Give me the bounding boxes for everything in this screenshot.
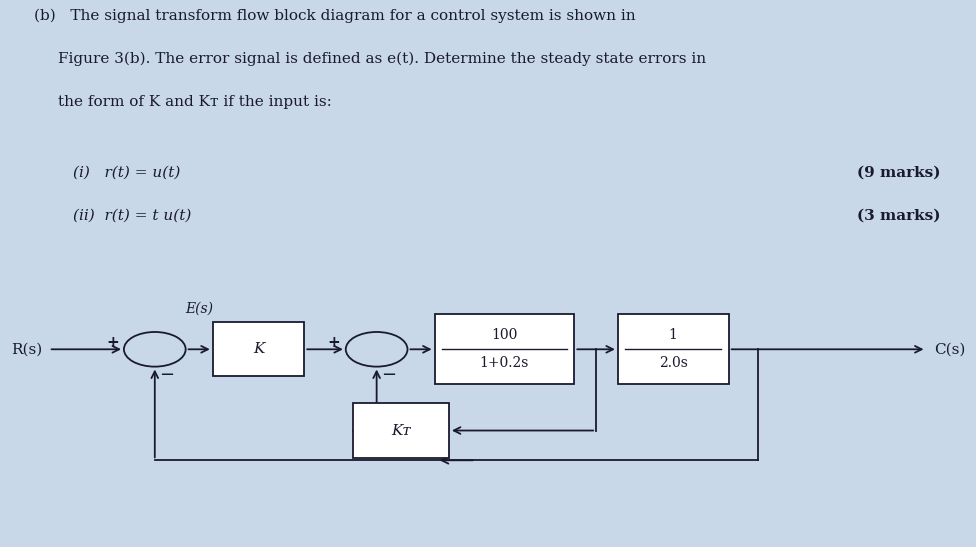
Text: 100: 100 — [491, 328, 517, 342]
Text: Figure 3(b). The error signal is defined as e(t). Determine the steady state err: Figure 3(b). The error signal is defined… — [59, 51, 707, 66]
Text: −: − — [381, 366, 396, 384]
Bar — [352, 404, 449, 458]
Bar — [434, 314, 574, 385]
Text: 1: 1 — [669, 328, 677, 342]
Text: −: − — [159, 366, 174, 384]
Text: (9 marks): (9 marks) — [857, 165, 941, 179]
Text: 2.0s: 2.0s — [659, 357, 688, 370]
Text: the form of K and Kᴛ if the input is:: the form of K and Kᴛ if the input is: — [59, 95, 332, 109]
Text: (i)   r(t) = u(t): (i) r(t) = u(t) — [73, 165, 181, 179]
Bar — [618, 314, 729, 385]
Text: C(s): C(s) — [934, 342, 965, 356]
Text: 1+0.2s: 1+0.2s — [480, 357, 529, 370]
Text: Kᴛ: Kᴛ — [390, 423, 411, 438]
Bar — [213, 322, 305, 376]
Text: (b)   The signal transform flow block diagram for a control system is shown in: (b) The signal transform flow block diag… — [34, 8, 635, 22]
Text: +: + — [328, 335, 341, 350]
Text: (ii)  r(t) = t u(t): (ii) r(t) = t u(t) — [73, 208, 191, 223]
Text: R(s): R(s) — [11, 342, 42, 356]
Text: K: K — [253, 342, 264, 356]
Text: E(s): E(s) — [185, 302, 213, 316]
Text: (3 marks): (3 marks) — [857, 208, 941, 223]
Text: +: + — [106, 335, 119, 350]
